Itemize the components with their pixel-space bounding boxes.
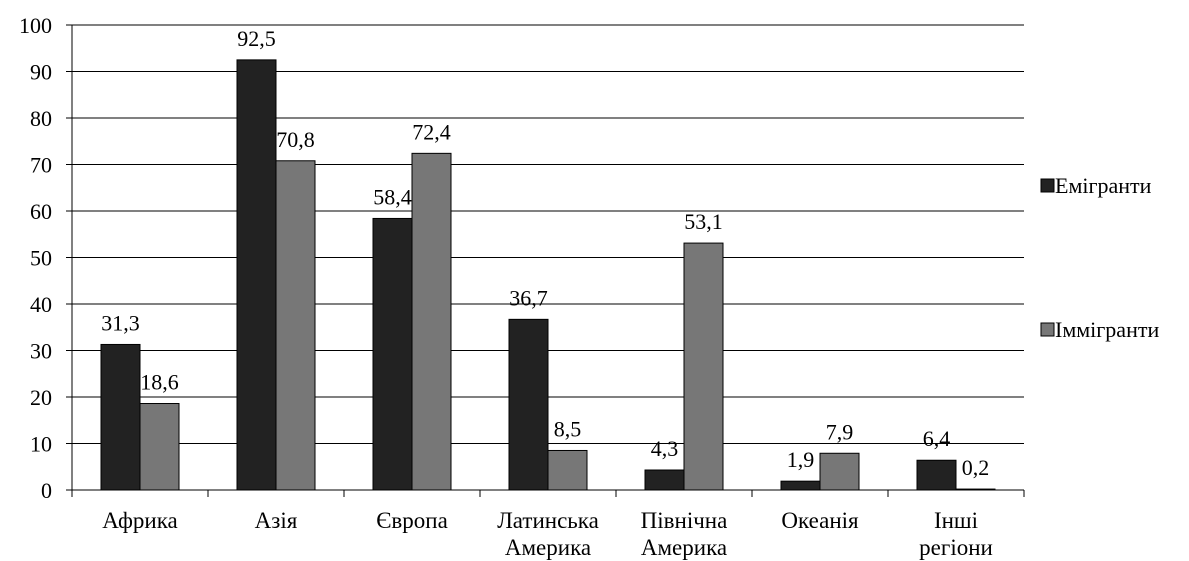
legend: Емігранти Іммігранти xyxy=(1040,173,1159,342)
y-tick-label: 30 xyxy=(30,339,52,364)
data-label: 8,5 xyxy=(554,416,582,441)
bars xyxy=(100,59,996,491)
bar-emigrants xyxy=(780,480,821,491)
bar-emigrants xyxy=(644,469,685,491)
data-label: 58,4 xyxy=(373,184,412,209)
data-label: 4,3 xyxy=(651,436,679,461)
x-category-label-line: Європа xyxy=(376,508,448,533)
bar-immigrants xyxy=(547,449,588,491)
x-category-label: Океанія xyxy=(781,508,859,533)
x-category-label: Європа xyxy=(376,508,448,533)
bar-immigrants xyxy=(819,452,860,491)
x-category-label-line: Америка xyxy=(641,535,727,560)
data-label: 7,9 xyxy=(826,419,854,444)
bar-immigrants xyxy=(275,160,316,491)
x-category-label: Африка xyxy=(102,508,177,533)
data-label: 92,5 xyxy=(237,26,276,51)
y-tick-label: 20 xyxy=(30,385,52,410)
gridlines xyxy=(72,24,1024,444)
axes xyxy=(66,24,1025,497)
legend-label: Іммігранти xyxy=(1055,317,1159,342)
data-label: 6,4 xyxy=(923,426,951,451)
bar-immigrants xyxy=(683,242,724,491)
x-category-label-line: Латинська xyxy=(497,508,599,533)
data-label: 0,2 xyxy=(962,455,990,480)
y-tick-label: 90 xyxy=(30,60,52,85)
bar-immigrants xyxy=(411,152,452,491)
data-label: 31,3 xyxy=(101,310,140,335)
x-category-label-line: Америка xyxy=(505,535,591,560)
x-category-label: Латинська Америка xyxy=(497,508,599,560)
bar-emigrants xyxy=(508,318,549,491)
data-label: 72,4 xyxy=(412,119,451,144)
bar-emigrants xyxy=(100,343,141,491)
y-tick-label: 70 xyxy=(30,153,52,178)
x-category-label-line: Азія xyxy=(255,508,298,533)
x-category-label-line: Північна xyxy=(641,508,728,533)
x-category-label-line: Інші xyxy=(934,508,978,533)
y-tick-label: 0 xyxy=(41,478,52,503)
data-label: 70,8 xyxy=(276,127,315,152)
data-label: 53,1 xyxy=(684,209,723,234)
labels: 0 10 20 30 40 50 60 70 80 90 100 31,3 18,6 Африка 92,5… xyxy=(19,13,993,560)
bar-emigrants xyxy=(916,459,957,491)
bar-emigrants xyxy=(372,217,413,491)
x-category-label-line: Океанія xyxy=(781,508,859,533)
data-label: 36,7 xyxy=(509,285,548,310)
y-tick-label: 40 xyxy=(30,292,52,317)
y-tick-label: 100 xyxy=(19,13,52,38)
x-category-label: Азія xyxy=(255,508,298,533)
bar-immigrants xyxy=(139,403,180,491)
x-category-label: Північна Америка xyxy=(641,508,728,560)
x-category-label-line: Африка xyxy=(102,508,177,533)
legend-swatch-immigrants xyxy=(1040,322,1055,337)
y-tick-label: 60 xyxy=(30,199,52,224)
x-category-label: Інші регіони xyxy=(919,508,993,560)
y-tick-label: 50 xyxy=(30,246,52,271)
legend-label: Емігранти xyxy=(1055,173,1152,198)
bar-emigrants xyxy=(236,59,277,491)
data-label: 18,6 xyxy=(140,370,179,395)
y-tick-label: 80 xyxy=(30,106,52,131)
data-label: 1,9 xyxy=(787,447,815,472)
x-category-label-line: регіони xyxy=(919,535,993,560)
y-tick-label: 10 xyxy=(30,432,52,457)
legend-swatch-emigrants xyxy=(1040,178,1055,193)
